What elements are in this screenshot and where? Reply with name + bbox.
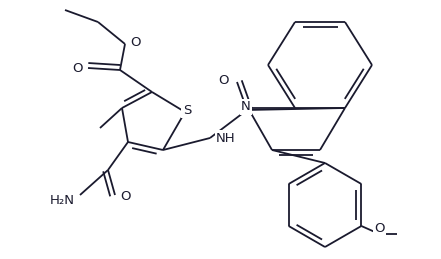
Text: S: S (183, 104, 191, 117)
Text: O: O (130, 35, 141, 48)
Text: H₂N: H₂N (50, 193, 75, 206)
Text: N: N (241, 100, 251, 113)
Text: NH: NH (216, 132, 235, 145)
Text: O: O (374, 222, 385, 235)
Text: O: O (120, 191, 131, 204)
Text: O: O (218, 74, 229, 87)
Text: O: O (72, 61, 83, 75)
